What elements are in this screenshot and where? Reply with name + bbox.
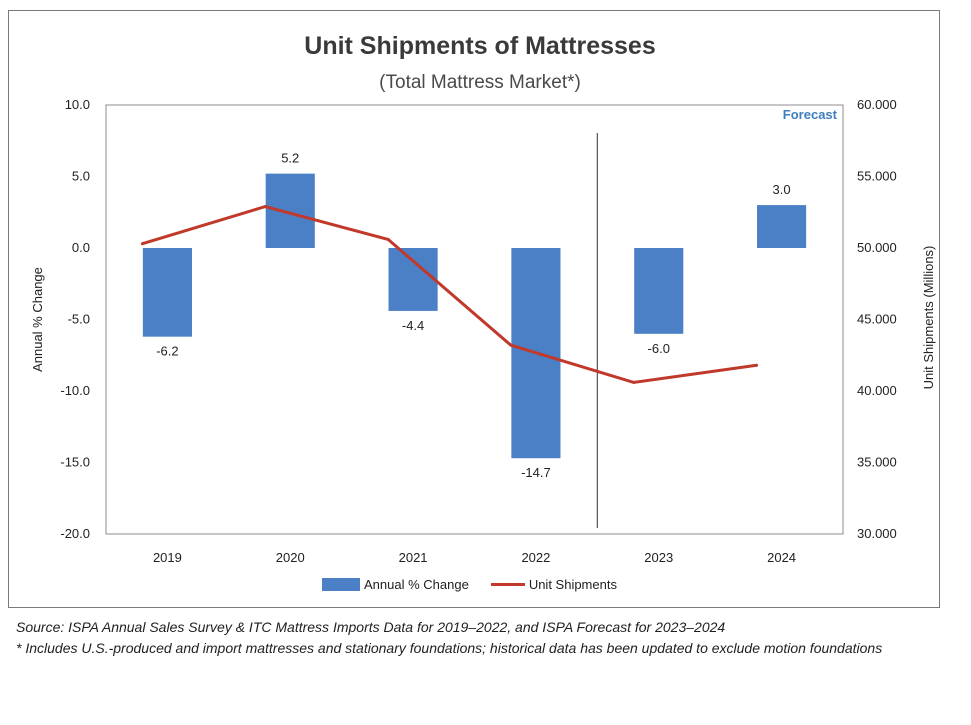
unit-shipments-point-2023	[632, 380, 636, 384]
unit-shipments-line	[141, 205, 757, 384]
unit-shipments-point-2022	[509, 343, 513, 347]
y-right-axis-title: Unit Shipments (Millions)	[921, 246, 936, 390]
data-label-2022: -14.7	[521, 465, 551, 480]
chart-plot: 10.0 5.0 0.0 -5.0 -10.0 -15.0 -20.0 60.000 55.00…	[30, 97, 936, 565]
unit-shipments-point-2019	[140, 242, 144, 246]
data-label-2020: 5.2	[281, 151, 299, 166]
legend-swatch-line	[490, 583, 525, 586]
y-left-tick-label: 0.0	[72, 240, 90, 255]
unit-shipments-point-2024	[755, 363, 759, 367]
y-right-tick-label: 55.000	[857, 169, 897, 184]
legend-item-line: Unit Shipments	[490, 577, 617, 592]
legend-label-line: Unit Shipments	[528, 577, 617, 592]
unit-shipments-point-2021	[386, 237, 390, 241]
data-label-2023: -6.0	[648, 341, 670, 356]
y-left-tick-label: -15.0	[60, 455, 90, 470]
forecast-label: Forecast	[783, 107, 838, 122]
chart-frame	[8, 10, 940, 608]
y-right-tick-label: 40.000	[857, 383, 897, 398]
y-right-tick-label: 30.000	[857, 526, 897, 541]
y-left-tick-label: -5.0	[68, 312, 90, 327]
chart-title: Unit Shipments of Mattresses	[304, 32, 656, 60]
bar-2024	[757, 205, 807, 248]
y-right-tick-label: 60.000	[857, 97, 897, 112]
y-left-tick-label: 5.0	[72, 169, 90, 184]
x-tick-label-2023: 2023	[644, 550, 673, 565]
x-tick-label-2019: 2019	[153, 550, 182, 565]
y-left-tick-label: -10.0	[60, 383, 90, 398]
data-label-2019: -6.2	[156, 344, 178, 359]
y-right-tick-label: 50.000	[857, 240, 897, 255]
x-tick-label-2020: 2020	[276, 550, 305, 565]
x-tick-label-2024: 2024	[767, 550, 796, 565]
x-tick-label-2022: 2022	[521, 550, 550, 565]
bar-2021	[388, 248, 438, 311]
bar-2019	[142, 248, 192, 337]
inclusion-note: * Includes U.S.-produced and import matt…	[16, 640, 883, 656]
y-left-axis-title: Annual % Change	[30, 267, 45, 372]
x-tick-label-2021: 2021	[399, 550, 428, 565]
source-note: Source: ISPA Annual Sales Survey & ITC M…	[16, 619, 726, 635]
unit-shipments-point-2020	[263, 205, 267, 209]
y-right-tick-label: 45.000	[857, 312, 897, 327]
data-label-2024: 3.0	[773, 182, 791, 197]
bar-2023	[634, 248, 684, 334]
bar-2020	[265, 173, 315, 248]
footnotes: Source: ISPA Annual Sales Survey & ITC M…	[16, 617, 956, 659]
y-left-tick-label: 10.0	[65, 97, 90, 112]
legend: Annual % Change Unit Shipments	[322, 577, 617, 592]
legend-item-bar: Annual % Change	[322, 577, 469, 592]
plot-area	[105, 104, 844, 535]
y-right-tick-label: 35.000	[857, 455, 897, 470]
legend-swatch-bar	[322, 578, 360, 591]
legend-label-bar: Annual % Change	[364, 577, 469, 592]
chart-subtitle: (Total Mattress Market*)	[379, 72, 581, 93]
data-label-2021: -4.4	[402, 318, 424, 333]
y-left-tick-label: -20.0	[60, 526, 90, 541]
